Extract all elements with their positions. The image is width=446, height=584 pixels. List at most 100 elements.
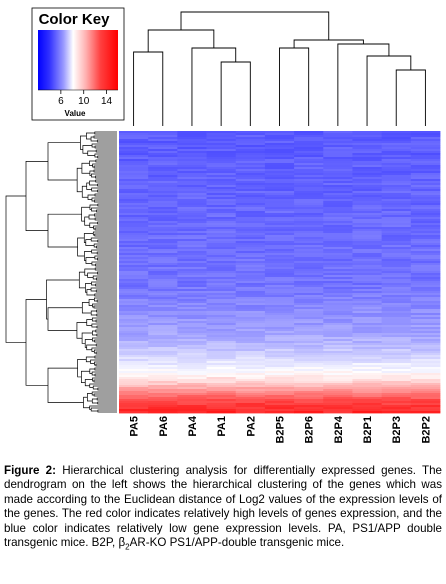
heatmap-cell (119, 155, 149, 158)
heatmap-cell (206, 273, 237, 276)
heatmap-cell (206, 139, 237, 142)
dendrogram-branch (133, 51, 164, 126)
heatmap-cell (177, 209, 207, 212)
heatmap-cell (206, 149, 237, 152)
heatmap-cell (148, 183, 178, 186)
heatmap-cell (264, 257, 295, 260)
heatmap-cell (177, 249, 207, 252)
heatmap-cell (119, 323, 149, 326)
dendrogram-branch (87, 272, 98, 278)
dendrogram-branch (97, 239, 117, 243)
heatmap-cell (177, 311, 207, 314)
heatmap-cell (381, 205, 412, 208)
dendrogram-branch (94, 361, 117, 366)
heatmap-cell (294, 195, 324, 198)
heatmap-cell (235, 305, 266, 308)
heatmap-cell (294, 313, 324, 316)
heatmap-cell (206, 201, 237, 204)
heatmap-cell (206, 275, 237, 278)
heatmap-cell (294, 197, 324, 200)
dendrogram-branch (93, 169, 117, 173)
heatmap-cell (235, 281, 266, 284)
heatmap-cell (381, 279, 412, 282)
heatmap-cell (352, 211, 383, 214)
heatmap-cell (410, 209, 441, 212)
heatmap-cell (177, 153, 207, 156)
heatmap-cell (410, 259, 441, 262)
heatmap-cell (323, 371, 353, 374)
heatmap-cell (206, 321, 237, 324)
heatmap-cell (235, 303, 266, 306)
heatmap-cell (410, 351, 441, 354)
heatmap-cell (294, 319, 324, 322)
heatmap-cell (264, 225, 295, 228)
heatmap-cell (206, 241, 237, 244)
heatmap-cell (323, 245, 353, 248)
heatmap-cell (294, 347, 324, 350)
heatmap-cell (352, 371, 383, 374)
heatmap-cell (148, 209, 178, 212)
heatmap-cell (119, 333, 149, 336)
heatmap-cell (323, 353, 353, 356)
heatmap-cell (323, 343, 353, 346)
heatmap-cell (352, 323, 383, 326)
heatmap-cell (235, 337, 266, 340)
heatmap-cell (294, 159, 324, 162)
heatmap-cell (119, 391, 149, 394)
heatmap-cell (381, 283, 412, 286)
heatmap-cell (119, 263, 149, 266)
heatmap-cell (264, 219, 295, 222)
heatmap-cell (148, 407, 178, 410)
heatmap-cell (323, 199, 353, 202)
heatmap-cell (381, 261, 412, 264)
heatmap-cell (381, 363, 412, 366)
heatmap-cell (410, 363, 441, 366)
heatmap-cell (323, 273, 353, 276)
heatmap-cell (148, 397, 178, 400)
heatmap-cell (352, 299, 383, 302)
heatmap-cell (410, 205, 441, 208)
heatmap-cell (323, 159, 353, 162)
heatmap-cell (294, 157, 324, 160)
heatmap-cell (177, 323, 207, 326)
heatmap-cell (264, 153, 295, 156)
heatmap-cell (235, 357, 266, 360)
heatmap-cell (235, 195, 266, 198)
heatmap-cell (177, 191, 207, 194)
heatmap-cell (352, 333, 383, 336)
heatmap-cell (294, 325, 324, 328)
heatmap-cell (381, 293, 412, 296)
heatmap-cell (410, 295, 441, 298)
heatmap-cell (352, 305, 383, 308)
heatmap-cell (410, 263, 441, 266)
heatmap-cell (381, 165, 412, 168)
heatmap-cell (177, 337, 207, 340)
heatmap-cell (410, 333, 441, 336)
heatmap-cell (264, 147, 295, 150)
heatmap-cell (410, 249, 441, 252)
heatmap-cell (148, 251, 178, 254)
heatmap-cell (264, 175, 295, 178)
heatmap-cell (235, 243, 266, 246)
heatmap-cell (410, 367, 441, 370)
heatmap-cell (352, 341, 383, 344)
heatmap-cell (410, 359, 441, 362)
heatmap-cell (206, 171, 237, 174)
heatmap-cell (119, 261, 149, 264)
heatmap-cell (294, 361, 324, 364)
heatmap-cell (294, 285, 324, 288)
heatmap-cell (148, 369, 178, 372)
heatmap-cell (381, 219, 412, 222)
dendrogram-branch (97, 155, 117, 159)
heatmap-cell (410, 223, 441, 226)
heatmap-cell (264, 315, 295, 318)
heatmap-cell (381, 297, 412, 300)
heatmap-cell (352, 209, 383, 212)
dendrogram-branch (46, 279, 80, 320)
heatmap-cell (381, 221, 412, 224)
heatmap-cell (119, 311, 149, 314)
heatmap-cell (381, 359, 412, 362)
heatmap-cell (410, 353, 441, 356)
heatmap-cell (294, 185, 324, 188)
heatmap-cell (352, 381, 383, 384)
